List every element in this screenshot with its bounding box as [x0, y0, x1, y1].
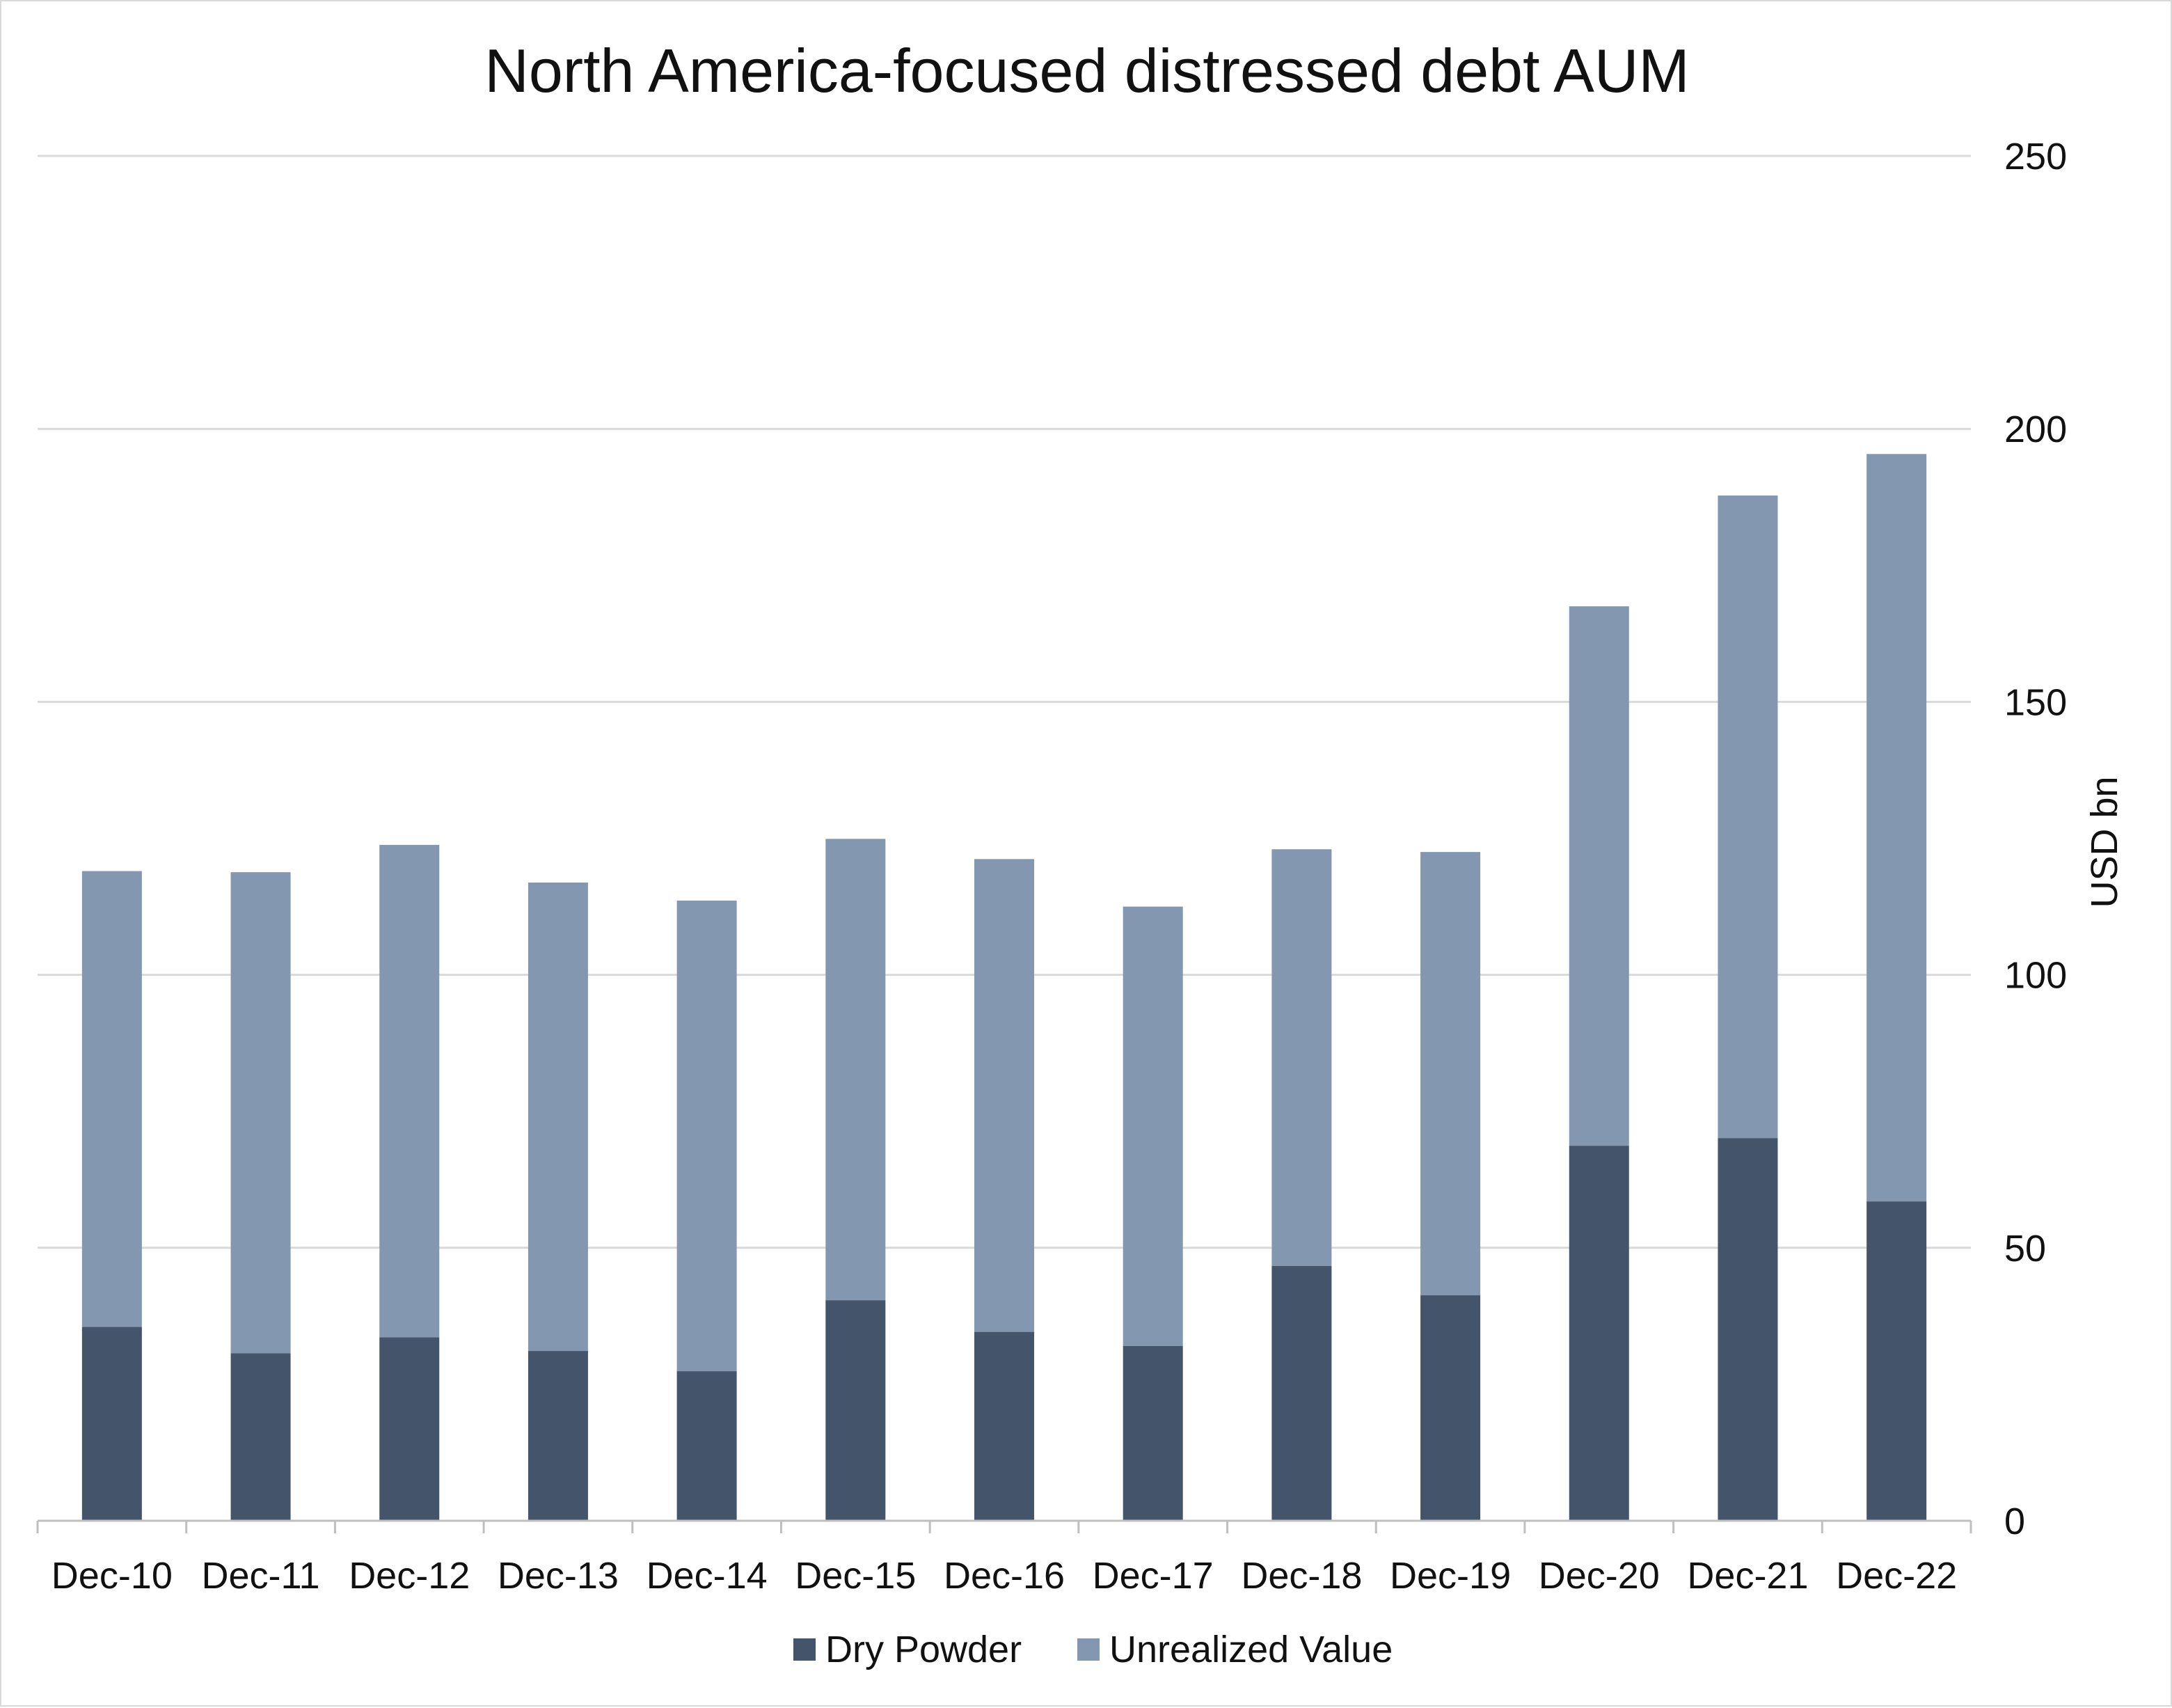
bar-dry-powder	[1420, 1295, 1481, 1521]
legend-swatch-dry-powder	[793, 1638, 816, 1661]
bar-unrealized-value	[1569, 606, 1629, 1146]
x-tick-label: Dec-21	[1687, 1555, 1808, 1597]
y-tick-label: 0	[2004, 1501, 2025, 1542]
bar-unrealized-value	[974, 859, 1034, 1332]
y-tick-label: 100	[2004, 955, 2067, 997]
x-tick-label: Dec-17	[1093, 1555, 1214, 1597]
bar-dry-powder	[379, 1337, 440, 1521]
x-axis-ticks: Dec-10 Dec-11 Dec-12 Dec-13 Dec-14 Dec-15 Dec-…	[36, 1521, 1972, 1597]
x-tick-label: Dec-12	[349, 1555, 470, 1597]
bar-dry-powder	[81, 1327, 142, 1521]
bar-unrealized-value	[825, 839, 886, 1301]
bar-dry-powder	[230, 1353, 291, 1521]
bar-unrealized-value	[1271, 849, 1332, 1266]
bar-unrealized-value	[1866, 454, 1927, 1202]
y-tick-label: 150	[2004, 681, 2067, 723]
bar-dry-powder	[676, 1371, 737, 1521]
bar-unrealized-value	[1123, 906, 1183, 1346]
bar-dry-powder	[825, 1300, 886, 1521]
bar-unrealized-value	[230, 872, 291, 1354]
bar-dry-powder	[1271, 1265, 1332, 1521]
bar-dry-powder	[1718, 1138, 1778, 1521]
gridlines	[38, 155, 1971, 1249]
x-tick-label: Dec-16	[944, 1555, 1065, 1597]
bar-unrealized-value	[528, 883, 588, 1352]
legend-swatch-unrealized-value	[1077, 1638, 1100, 1661]
bar-dry-powder	[1866, 1201, 1927, 1521]
bar-dry-powder	[1123, 1345, 1183, 1521]
x-tick-label: Dec-14	[647, 1555, 768, 1597]
legend: Dry Powder Unrealized Value	[793, 1629, 1393, 1670]
bar-dry-powder	[528, 1351, 588, 1521]
bar-unrealized-value	[676, 900, 737, 1372]
y-tick-label: 50	[2004, 1228, 2046, 1270]
y-axis-label: USD bn	[2084, 776, 2125, 908]
x-tick-label: Dec-20	[1539, 1555, 1660, 1597]
legend-label-unrealized-value: Unrealized Value	[1109, 1629, 1393, 1670]
bar-dry-powder	[1569, 1146, 1629, 1521]
bar-unrealized-value	[1420, 852, 1481, 1296]
bar-unrealized-value	[379, 844, 440, 1338]
y-tick-label: 250	[2004, 136, 2067, 177]
x-tick-label: Dec-10	[51, 1555, 173, 1597]
x-tick-label: Dec-11	[201, 1555, 319, 1597]
y-tick-label: 200	[2004, 409, 2067, 450]
x-tick-label: Dec-13	[498, 1555, 619, 1597]
x-tick-label: Dec-18	[1241, 1555, 1362, 1597]
chart-title: North America-focused distressed debt AU…	[484, 36, 1689, 105]
x-tick-label: Dec-19	[1390, 1555, 1511, 1597]
bar-dry-powder	[974, 1331, 1034, 1521]
x-tick-label: Dec-22	[1836, 1555, 1957, 1597]
bar-unrealized-value	[81, 871, 142, 1327]
x-tick-label: Dec-15	[795, 1555, 916, 1597]
y-axis-ticks: 0 50 100 150 200 250	[2004, 136, 2067, 1542]
bars	[81, 454, 1927, 1521]
bar-unrealized-value	[1718, 495, 1778, 1139]
legend-label-dry-powder: Dry Powder	[825, 1629, 1022, 1670]
